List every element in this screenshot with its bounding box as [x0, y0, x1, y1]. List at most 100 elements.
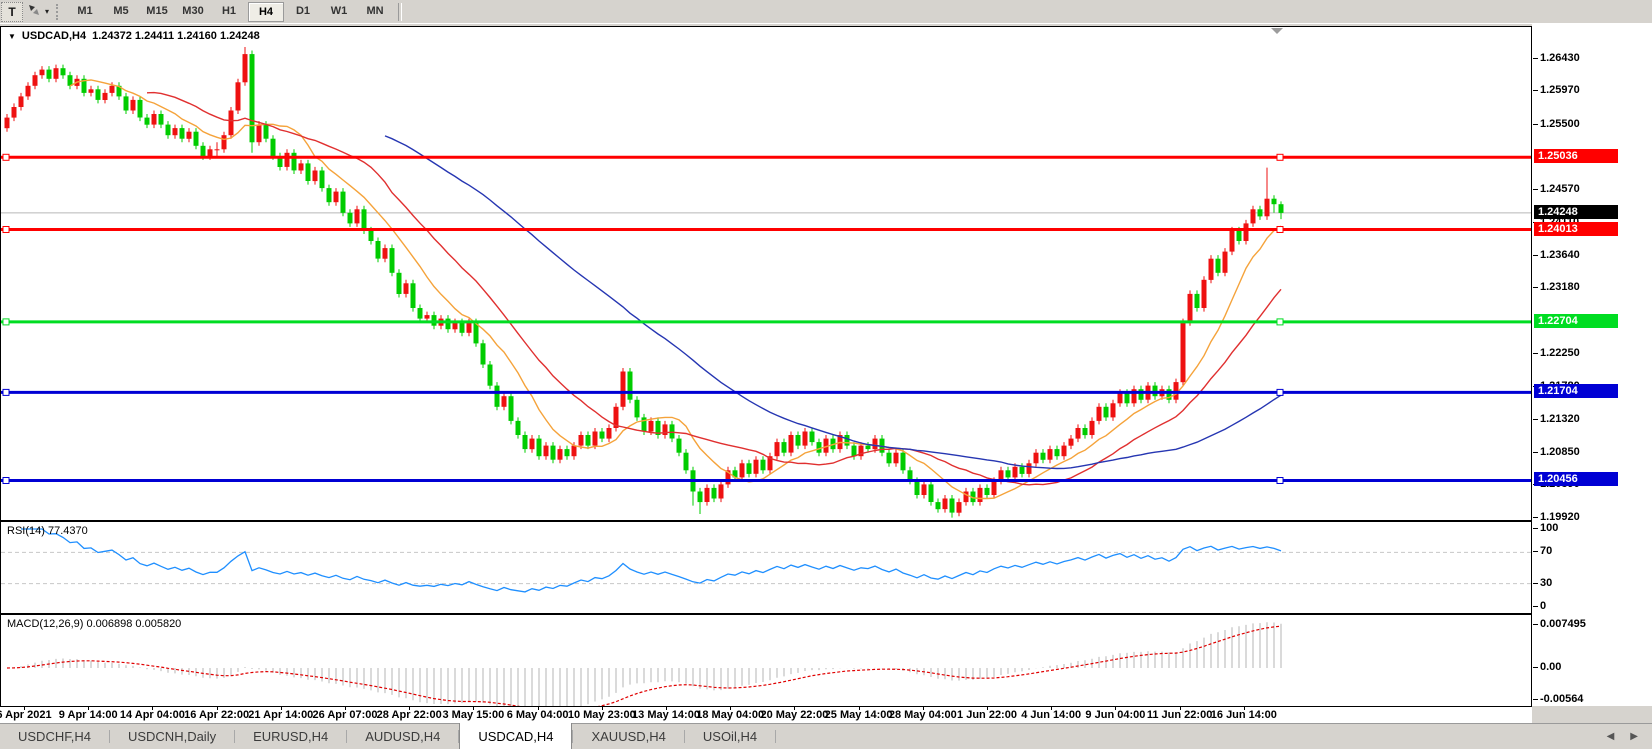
symbol-dropdown-icon[interactable]: ▼ — [8, 31, 16, 41]
time-tick — [409, 706, 411, 710]
time-label: 3 May 15:00 — [442, 709, 505, 721]
time-tick — [987, 706, 988, 710]
time-label: 16 Jun 14:00 — [1210, 709, 1277, 721]
time-tick — [88, 706, 90, 710]
price-tick-1.24570: 1.24570 — [1533, 183, 1580, 196]
timeframe-button-w1[interactable]: W1 — [330, 4, 348, 17]
macd-panel[interactable]: MACD(12,26,9) 0.006898 0.005820 — [0, 614, 1532, 707]
cursor-tool-button[interactable]: ▾ — [25, 3, 51, 21]
time-label: 6 May 04:00 — [506, 709, 569, 721]
time-tick — [537, 706, 539, 710]
ohlc-values: 1.24372 1.24411 1.24160 1.24248 — [92, 30, 260, 42]
time-label: 10 May 23:00 — [567, 709, 636, 721]
cursor-arrows-icon — [27, 3, 41, 20]
timeframe-buttons: M1 M5 M15 M30 H1 H4 D1 W1 MN — [67, 1, 393, 22]
timeframe-button-h4[interactable]: H4 — [248, 1, 284, 22]
main-chart-panel[interactable]: ▼ USDCAD,H4 1.24372 1.24411 1.24160 1.24… — [0, 26, 1532, 521]
time-tick — [858, 706, 860, 710]
price-axis[interactable]: 1.264301.259701.255001.245701.241101.236… — [1532, 24, 1652, 706]
tab-scroll-right-icon[interactable]: ▶ — [1630, 731, 1638, 742]
time-tick — [152, 706, 154, 710]
price-tick-1.21320: 1.21320 — [1533, 412, 1580, 425]
time-label: 21 Apr 14:00 — [248, 709, 314, 721]
level-price-label-1.24013: 1.24013 — [1534, 221, 1618, 236]
time-tick — [1051, 706, 1053, 710]
time-label: 9 Jun 04:00 — [1085, 709, 1146, 721]
time-tick — [473, 706, 475, 710]
time-label: 28 Apr 22:00 — [376, 709, 442, 721]
time-axis[interactable]: 6 Apr 2021 9 Apr 14:00 14 Apr 04:00 16 Apr … — [0, 706, 1532, 723]
time-tick — [794, 706, 796, 710]
price-tick-1.25970: 1.25970 — [1533, 84, 1580, 97]
time-tick — [1243, 706, 1245, 710]
chart-tab-usdcnh[interactable]: USDCNH,Daily — [127, 729, 217, 744]
tab-separator — [346, 730, 348, 743]
time-label: 11 Jun 22:00 — [1146, 709, 1213, 721]
macd-tick-0.00: 0.00 — [1532, 661, 1562, 673]
time-tick — [666, 706, 667, 710]
time-label: 20 May 22:00 — [760, 709, 829, 721]
time-label: 6 Apr 2021 — [0, 709, 52, 721]
tab-separator — [775, 730, 777, 743]
time-label: 9 Apr 14:00 — [58, 709, 118, 721]
price-tick-1.22250: 1.22250 — [1533, 346, 1580, 359]
chart-tab-xauusd[interactable]: XAUUSD,H4 — [591, 729, 666, 744]
macd-tick--0.00564: -0.00564 — [1532, 693, 1584, 706]
chart-tab-bar: USDCHF,H4 USDCNH,Daily EURUSD,H4 AUDUSD,H4 U… — [0, 723, 1652, 749]
tab-separator — [234, 730, 236, 743]
text-tool-button[interactable]: T — [1, 1, 23, 22]
time-tick — [922, 706, 924, 710]
timeframe-button-m5[interactable]: M5 — [113, 4, 129, 17]
chevron-down-icon: ▾ — [44, 7, 49, 16]
timeframe-button-m15[interactable]: M15 — [146, 4, 168, 17]
tab-separator — [458, 730, 460, 743]
chart-tab-usdcad[interactable]: USDCAD,H4 — [459, 723, 573, 749]
price-tick-1.20850: 1.20850 — [1533, 445, 1580, 458]
price-tick-1.19920: 1.19920 — [1533, 511, 1580, 524]
time-tick — [345, 706, 346, 710]
rsi-panel[interactable]: RSI(14) 77.4370 — [0, 521, 1532, 614]
time-tick — [730, 706, 732, 710]
chart-tab-usoil[interactable]: USOil,H4 — [702, 729, 758, 744]
chart-title: ▼ USDCAD,H4 1.24372 1.24411 1.24160 1.24… — [8, 30, 260, 42]
tab-separator — [108, 730, 110, 743]
tab-separator — [683, 730, 685, 743]
chart-tab-audusd[interactable]: AUDUSD,H4 — [365, 729, 441, 744]
timeframe-button-m1[interactable]: M1 — [77, 4, 93, 17]
macd-tick-0.007495: 0.007495 — [1533, 618, 1586, 630]
time-tick — [1115, 706, 1117, 710]
time-tick — [24, 706, 25, 710]
rsi-tick-0: 0 — [1532, 600, 1547, 612]
time-label: 25 May 14:00 — [824, 709, 893, 721]
timeframe-button-mn[interactable]: MN — [366, 4, 384, 17]
timeframe-button-h1[interactable]: H1 — [221, 4, 237, 17]
tab-scroll-left-icon[interactable]: ◀ — [1606, 731, 1615, 742]
level-price-label-1.21704: 1.21704 — [1534, 384, 1618, 399]
chart-tabs: USDCHF,H4 USDCNH,Daily EURUSD,H4 AUDUSD,H4 U… — [0, 723, 777, 749]
time-label: 18 May 04:00 — [696, 709, 765, 721]
time-label: 26 Apr 07:00 — [312, 709, 378, 721]
chart-tab-eurusd[interactable]: EURUSD,H4 — [253, 729, 329, 744]
rsi-tick-30: 30 — [1532, 576, 1553, 589]
time-label: 14 Apr 04:00 — [119, 709, 185, 721]
toolbar: T ▾ M1 M5 M15 M30 H1 H4 D1 W1 MN — [0, 0, 1652, 24]
timeframe-button-d1[interactable]: D1 — [295, 4, 311, 17]
rsi-tick-100: 100 — [1532, 522, 1559, 534]
price-tick-1.26430: 1.26430 — [1533, 52, 1580, 64]
timeframe-button-m30[interactable]: M30 — [182, 4, 204, 17]
level-price-label-1.22704: 1.22704 — [1534, 313, 1618, 328]
time-label: 4 Jun 14:00 — [1021, 709, 1082, 721]
rsi-label: RSI(14) 77.4370 — [7, 525, 88, 537]
time-label: 16 Apr 22:00 — [184, 709, 250, 721]
toolbar-grip — [56, 3, 63, 20]
tab-scroll-buttons: ◀ ▶ — [1607, 724, 1652, 749]
level-price-label-1.20456: 1.20456 — [1534, 472, 1618, 487]
tab-separator — [572, 730, 574, 743]
chart-tab-usdchf[interactable]: USDCHF,H4 — [18, 729, 91, 744]
toolbar-separator — [398, 2, 402, 21]
price-tick-1.25500: 1.25500 — [1533, 117, 1580, 130]
bid-price-label: 1.24248 — [1534, 204, 1618, 219]
time-label: 28 May 04:00 — [888, 709, 957, 721]
time-label: 1 Jun 22:00 — [957, 709, 1017, 721]
level-price-label-1.25036: 1.25036 — [1534, 149, 1618, 164]
